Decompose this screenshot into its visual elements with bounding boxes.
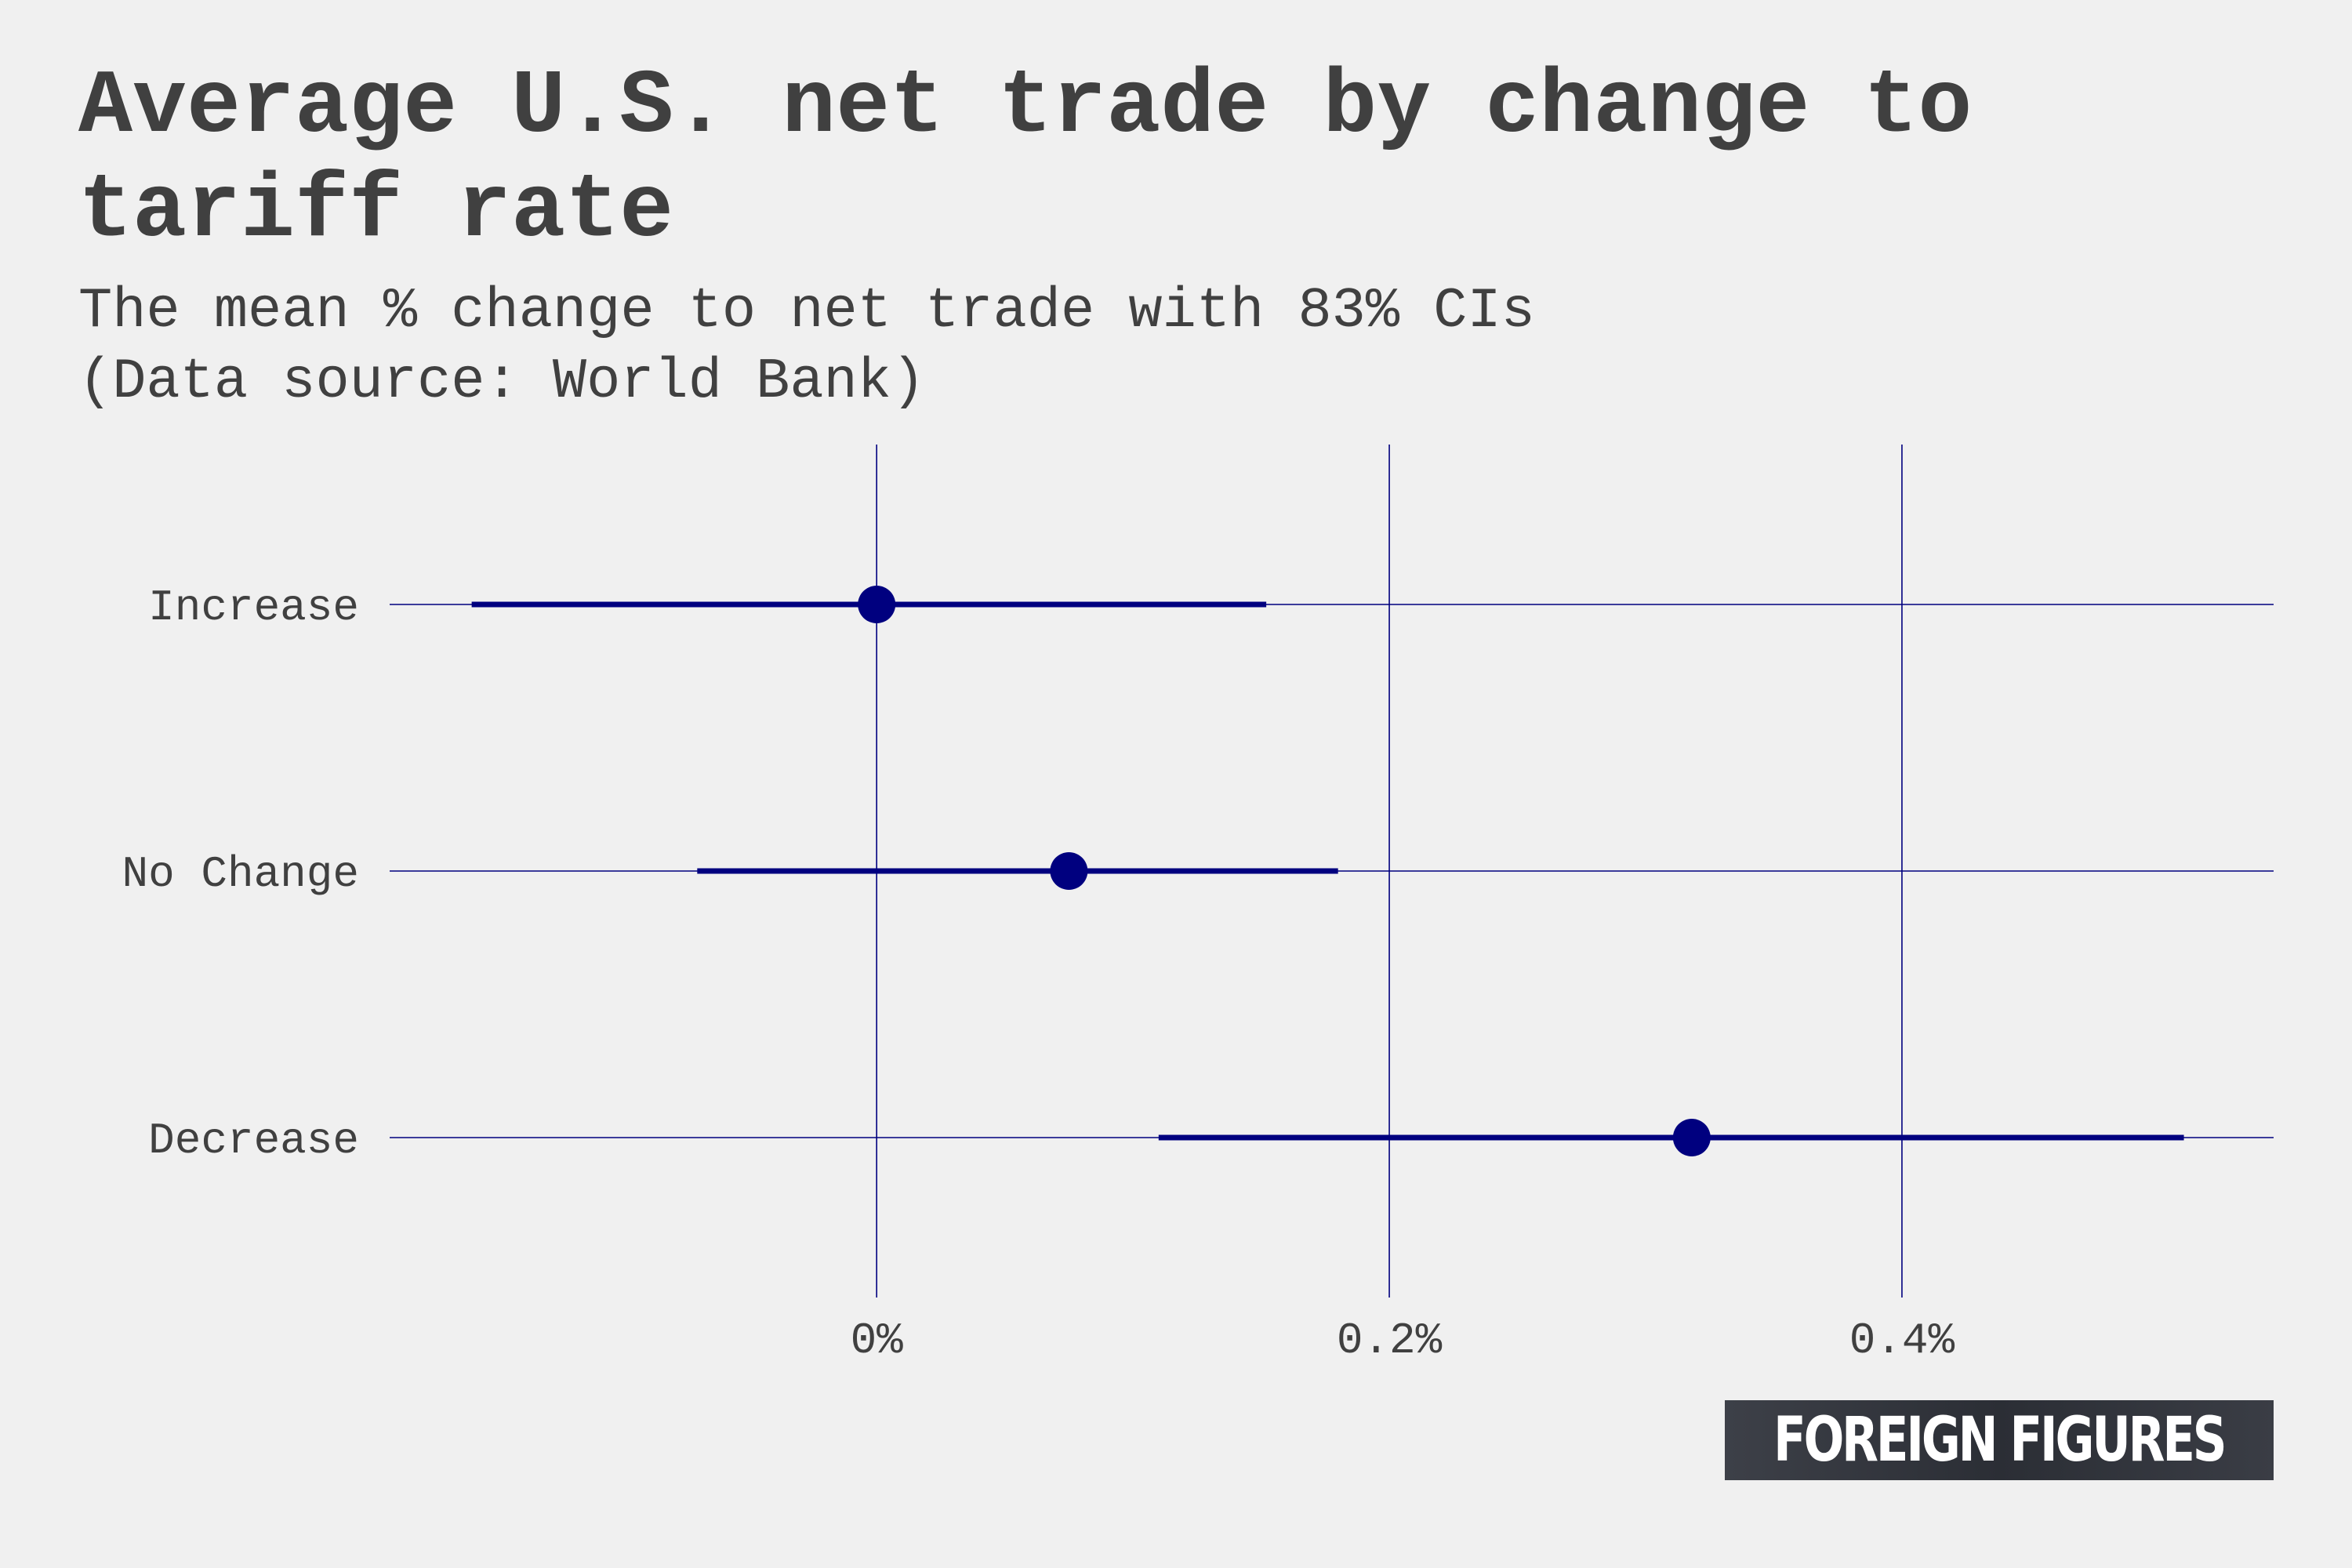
chart-subtitle: The mean % change to net trade with 83% … (78, 276, 2274, 417)
subtitle-line-2: (Data source: World Bank) (78, 350, 926, 414)
x-tick-label-2: 0.4% (1849, 1316, 1955, 1366)
y-tick-label-0: Increase (148, 583, 359, 633)
logo-text: FOREIGN FIGURES (1773, 1405, 2227, 1475)
x-tick-label-0: 0% (851, 1316, 904, 1366)
subtitle-line-1: The mean % change to net trade with 83% … (78, 279, 1535, 343)
category-labels: Increase No Change Decrease (122, 583, 359, 1166)
mean-point-0 (858, 586, 896, 623)
x-tick-label-1: 0.2% (1337, 1316, 1443, 1366)
mean-points (858, 586, 1711, 1156)
y-tick-label-2: Decrease (148, 1116, 359, 1166)
y-tick-label-1: No Change (122, 849, 359, 899)
x-tick-labels: 0% 0.2% 0.4% (851, 1316, 1955, 1366)
mean-point-1 (1050, 852, 1088, 890)
mean-point-2 (1672, 1119, 1711, 1156)
foreign-figures-logo: FOREIGN FIGURES (1725, 1400, 2274, 1480)
chart-title: Average U.S. net trade by change to tari… (78, 56, 1973, 263)
